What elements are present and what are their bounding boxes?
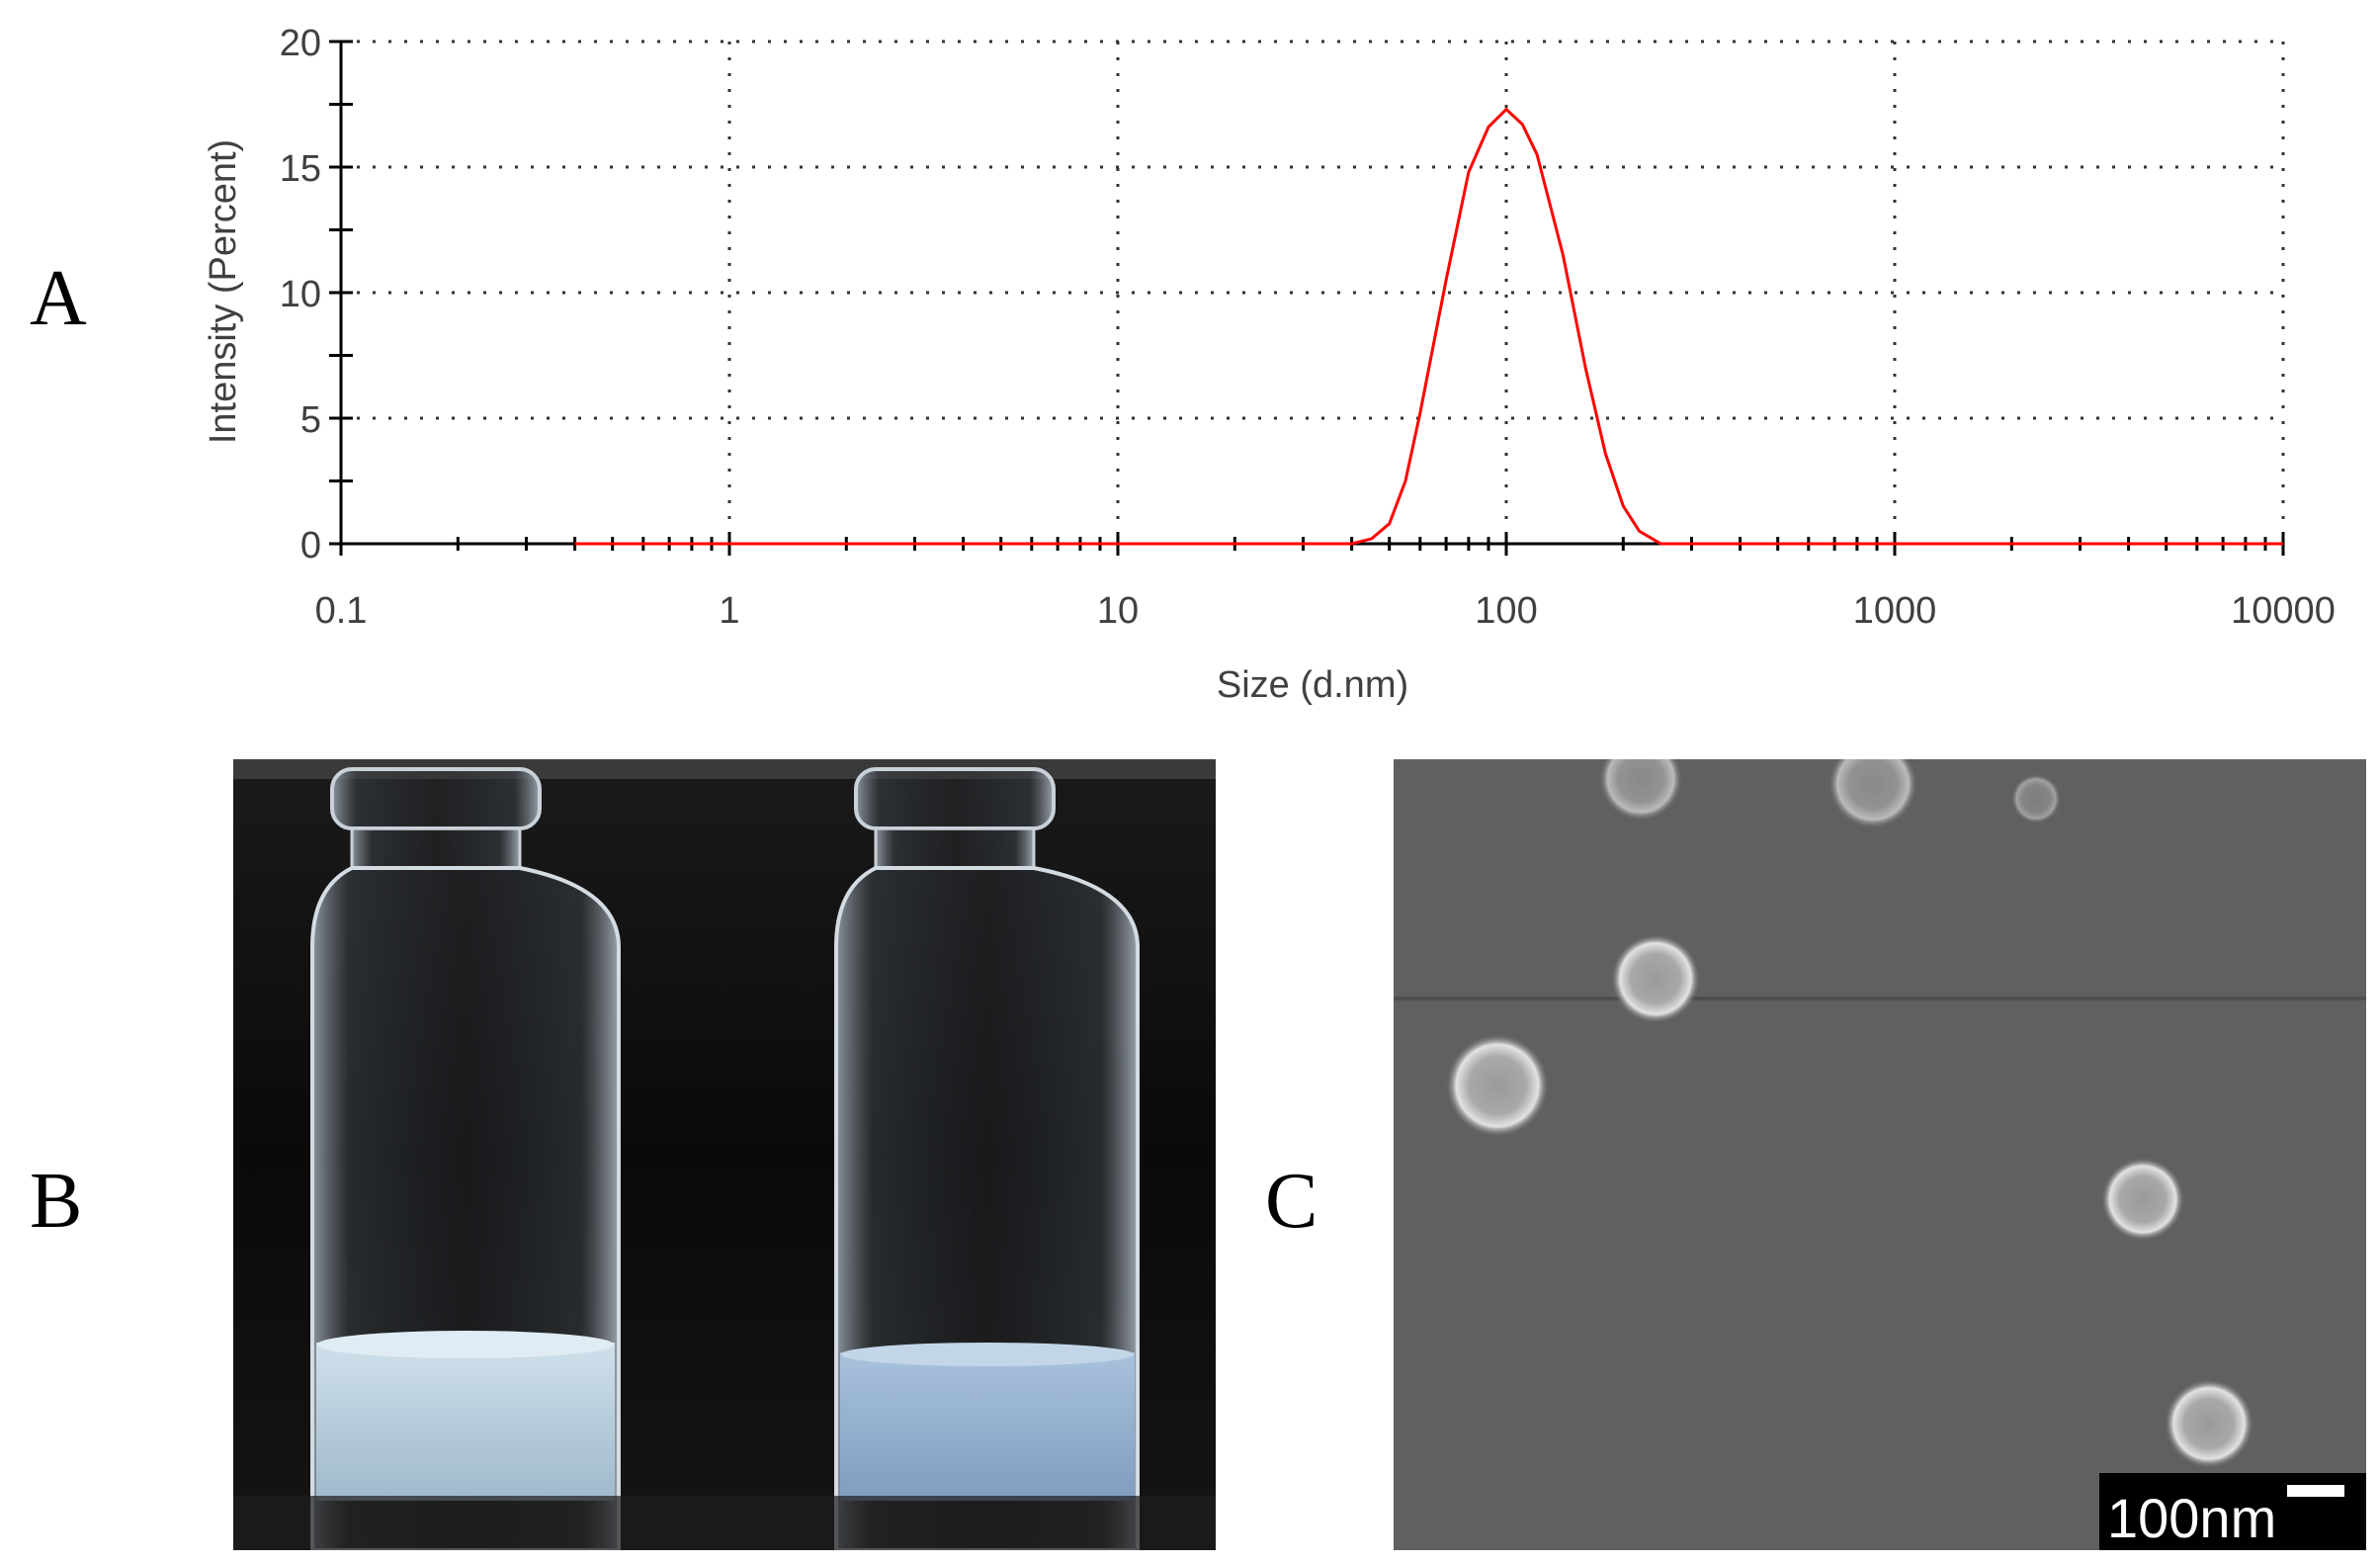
scale-bar: 100nm <box>2099 1473 2366 1550</box>
x-tick-label: 10000 <box>2231 590 2336 632</box>
y-axis-title: Intensity (Percent) <box>203 139 244 444</box>
panel-label-b: B <box>30 1158 83 1245</box>
y-tick-label: 15 <box>280 148 321 190</box>
size-distribution-chart: 0 5 10 15 20 0.1 1 10 100 1000 10000 Size (d.nm) I… <box>203 23 2336 706</box>
y-tick-label: 20 <box>280 23 321 64</box>
panel-label-a: A <box>30 255 87 342</box>
x-tick-label: 10 <box>1097 590 1139 632</box>
intensity-series-line <box>574 107 2283 546</box>
chart-grid <box>341 40 2285 544</box>
vials-photo <box>233 759 1216 1550</box>
micrograph-particles <box>1394 759 2366 1550</box>
x-tick-label: 100 <box>1475 590 1537 632</box>
y-tick-label: 5 <box>300 399 321 441</box>
y-tick-label: 10 <box>280 274 321 315</box>
vials-illustration <box>233 759 1216 1550</box>
vial-right <box>834 767 1140 1550</box>
chart-axes <box>339 42 2283 546</box>
vial-left <box>310 767 621 1550</box>
chart-series <box>574 107 2283 546</box>
scale-bar-line <box>2287 1485 2344 1497</box>
x-axis-title: Size (d.nm) <box>1217 664 1408 706</box>
micrograph-image: 100nm <box>1394 759 2366 1550</box>
chart-ticks: 0 5 10 15 20 0.1 1 10 100 1000 10000 <box>280 23 2336 632</box>
x-tick-label: 1000 <box>1853 590 1937 632</box>
x-tick-label: 0.1 <box>315 590 368 632</box>
panel-label-c: C <box>1265 1158 1318 1245</box>
y-tick-label: 0 <box>300 525 321 566</box>
scale-bar-label: 100nm <box>2107 1487 2277 1549</box>
x-tick-label: 1 <box>719 590 739 632</box>
